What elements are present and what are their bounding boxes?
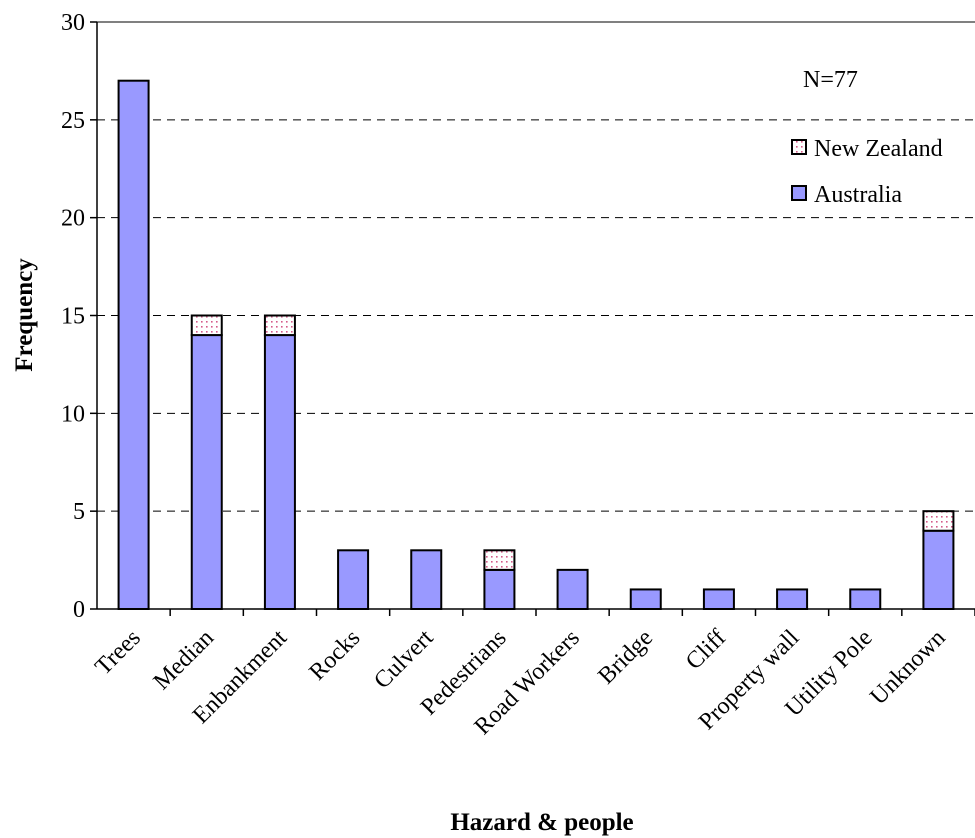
category-label: Bridge [593, 625, 658, 690]
legend-label-new-zealand: New Zealand [814, 136, 943, 162]
y-tick-labels: 0 5 10 15 20 25 30 [61, 10, 85, 623]
bar-new-zealand-unknown [922, 510, 955, 532]
bar-australia-rocks [337, 549, 370, 610]
y-axis-title: Frequency [11, 258, 38, 372]
bar-australia-property-wall [776, 588, 809, 611]
category-label: Trees [90, 625, 145, 680]
y-tick-label: 20 [61, 206, 85, 232]
bar-australia-unknown [922, 529, 955, 611]
category-label: Unknown [865, 625, 950, 710]
bars [117, 79, 955, 611]
bar-australia-trees [117, 79, 150, 610]
bar-australia-bridge [629, 588, 662, 611]
x-axis-title: Hazard & people [450, 809, 633, 836]
legend-swatch-australia [791, 185, 807, 201]
legend-label-australia: Australia [814, 182, 902, 208]
bar-australia-enbankment [263, 334, 296, 610]
bar-australia-cliff [702, 588, 735, 611]
legend-swatch-new-zealand [791, 139, 807, 155]
bar-australia-utility-pole [849, 588, 882, 611]
gridlines [97, 21, 975, 512]
bar-australia-pedestrians [483, 568, 516, 610]
bar-new-zealand-median [190, 314, 223, 337]
category-label: Rocks [305, 625, 366, 686]
bar-australia-road-workers [556, 568, 589, 610]
bar-new-zealand-pedestrians [483, 549, 516, 571]
legend: New Zealand Australia [791, 136, 943, 208]
y-tick-label: 15 [61, 304, 85, 330]
category-label: Culvert [369, 625, 439, 695]
axes [90, 21, 975, 616]
y-tick-label: 0 [73, 597, 85, 623]
y-tick-label: 30 [61, 10, 85, 36]
bar-australia-culvert [410, 549, 443, 610]
y-tick-label: 25 [61, 108, 85, 134]
y-tick-label: 5 [73, 499, 85, 525]
sample-size-annotation: N=77 [803, 67, 858, 93]
bar-australia-median [190, 334, 223, 610]
y-tick-label: 10 [61, 401, 85, 427]
category-label: Median [149, 625, 219, 695]
category-label: Cliff [681, 625, 731, 675]
bar-new-zealand-enbankment [263, 314, 296, 337]
